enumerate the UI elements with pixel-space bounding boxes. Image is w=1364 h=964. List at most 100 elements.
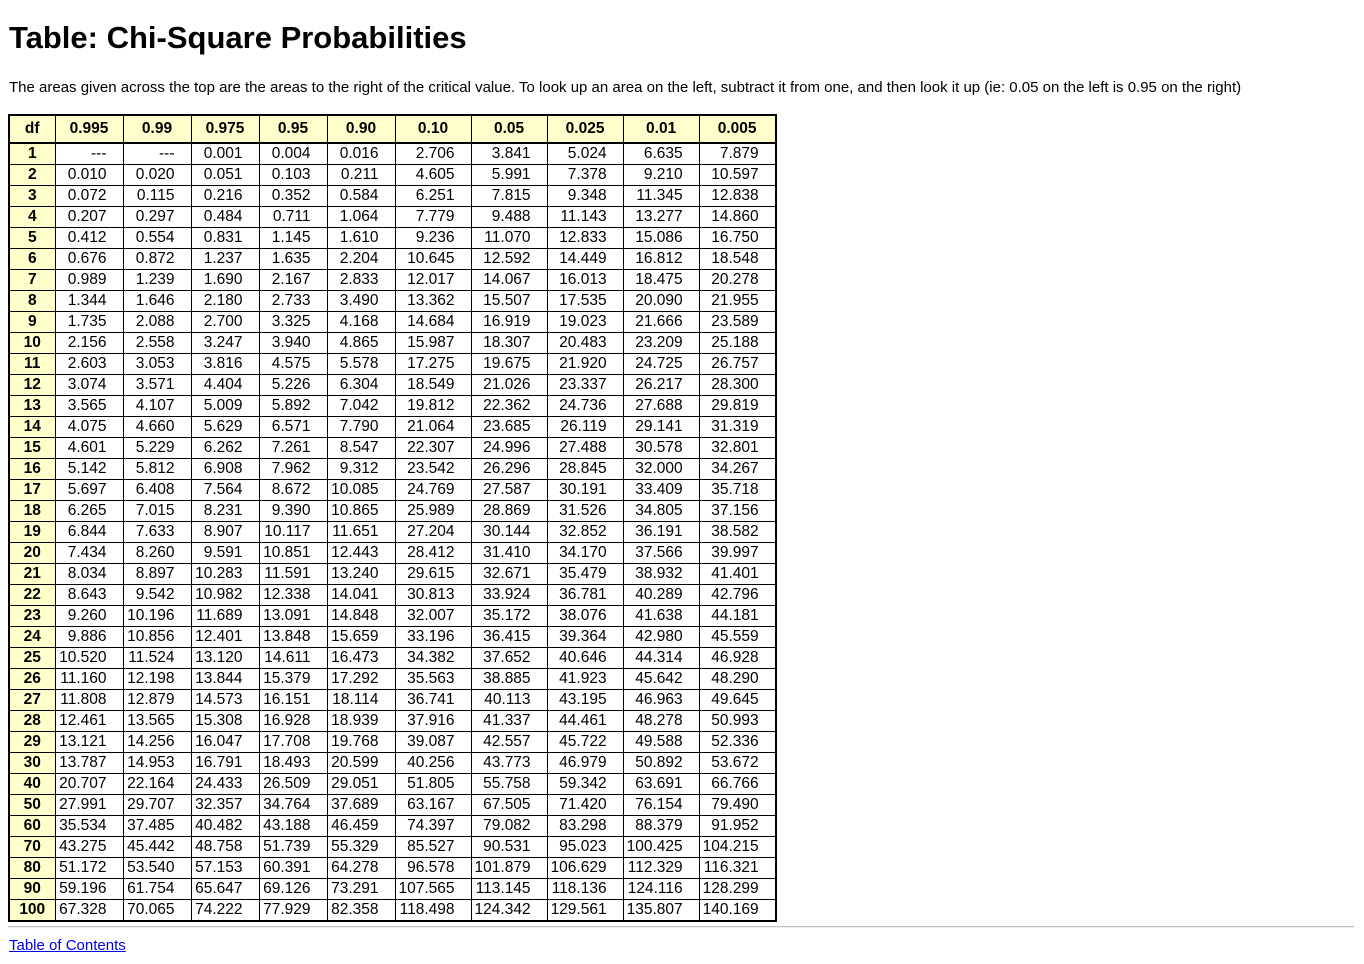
table-row: 19 6.844 7.633 8.907 10.117 11.651 27.204 30.14… (8, 521, 777, 543)
table-row: 15 4.601 5.229 6.262 7.261 8.547 22.307 24.996 2… (8, 437, 777, 459)
df-cell: 22 (8, 584, 56, 606)
df-cell: 18 (8, 500, 56, 522)
table-row: 23 9.260 10.196 11.689 13.091 14.848 32.007 35.… (8, 605, 777, 627)
table-row: 6 0.676 0.872 1.237 1.635 2.204 10.645 12.592 14… (8, 248, 777, 270)
df-cell: 15 (8, 437, 56, 459)
critical-value-cell: 26.509 (258, 773, 328, 795)
critical-value-cell: 1.064 (326, 206, 396, 228)
df-cell: 11 (8, 353, 56, 375)
critical-value-cell: 9.390 (258, 500, 328, 522)
critical-value-cell: 2.558 (122, 332, 192, 354)
table-row: 18 6.265 7.015 8.231 9.390 10.865 25.989 28.869… (8, 500, 777, 522)
critical-value-cell: 9.886 (54, 626, 124, 648)
critical-value-cell: 9.312 (326, 458, 396, 480)
critical-value-cell: 16.013 (546, 269, 624, 291)
critical-value-cell: 16.047 (190, 731, 260, 753)
critical-value-cell: 33.196 (394, 626, 472, 648)
critical-value-cell: 24.433 (190, 773, 260, 795)
critical-value-cell: 45.642 (622, 668, 700, 690)
critical-value-cell: 35.718 (698, 479, 777, 501)
divider (8, 926, 1354, 928)
column-header-area: 0.90 (326, 114, 396, 144)
critical-value-cell: 38.932 (622, 563, 700, 585)
critical-value-cell: 19.768 (326, 731, 396, 753)
critical-value-cell: 8.547 (326, 437, 396, 459)
critical-value-cell: 6.844 (54, 521, 124, 543)
df-cell: 3 (8, 185, 56, 207)
critical-value-cell: 7.378 (546, 164, 624, 186)
table-row: 12 3.074 3.571 4.404 5.226 6.304 18.549 21.026 2… (8, 374, 777, 396)
critical-value-cell: 67.328 (54, 899, 124, 922)
critical-value-cell: 26.757 (698, 353, 777, 375)
critical-value-cell: 32.801 (698, 437, 777, 459)
critical-value-cell: 51.805 (394, 773, 472, 795)
critical-value-cell: 12.401 (190, 626, 260, 648)
critical-value-cell: 0.989 (54, 269, 124, 291)
critical-value-cell: 39.364 (546, 626, 624, 648)
column-header-area: 0.995 (54, 114, 124, 144)
critical-value-cell: 10.597 (698, 164, 777, 186)
df-cell: 6 (8, 248, 56, 270)
df-cell: 80 (8, 857, 56, 879)
critical-value-cell: 37.566 (622, 542, 700, 564)
critical-value-cell: 27.587 (470, 479, 548, 501)
critical-value-cell: 3.490 (326, 290, 396, 312)
critical-value-cell: 0.711 (258, 206, 328, 228)
critical-value-cell: 9.542 (122, 584, 192, 606)
column-header-area: 0.975 (190, 114, 260, 144)
table-row: 100 67.328 70.065 74.222 77.929 82.358 118.498… (8, 899, 777, 922)
critical-value-cell: 69.126 (258, 878, 328, 900)
critical-value-cell: 5.009 (190, 395, 260, 417)
critical-value-cell: 11.651 (326, 521, 396, 543)
critical-value-cell: 76.154 (622, 794, 700, 816)
critical-value-cell: 2.156 (54, 332, 124, 354)
critical-value-cell: 13.848 (258, 626, 328, 648)
critical-value-cell: 48.278 (622, 710, 700, 732)
critical-value-cell: 2.603 (54, 353, 124, 375)
critical-value-cell: 0.554 (122, 227, 192, 249)
critical-value-cell: 16.791 (190, 752, 260, 774)
critical-value-cell: 31.526 (546, 500, 624, 522)
critical-value-cell: 13.091 (258, 605, 328, 627)
critical-value-cell: 46.928 (698, 647, 777, 669)
critical-value-cell: 14.041 (326, 584, 396, 606)
critical-value-cell: 8.260 (122, 542, 192, 564)
critical-value-cell: 45.442 (122, 836, 192, 858)
critical-value-cell: 26.119 (546, 416, 624, 438)
critical-value-cell: 4.605 (394, 164, 472, 186)
table-row: 70 43.275 45.442 48.758 51.739 55.329 85.527 90… (8, 836, 777, 858)
critical-value-cell: 11.143 (546, 206, 624, 228)
table-row: 26 11.160 12.198 13.844 15.379 17.292 35.563 38… (8, 668, 777, 690)
critical-value-cell: 31.319 (698, 416, 777, 438)
critical-value-cell: 88.379 (622, 815, 700, 837)
critical-value-cell: 28.412 (394, 542, 472, 564)
critical-value-cell: 83.298 (546, 815, 624, 837)
critical-value-cell: 15.379 (258, 668, 328, 690)
critical-value-cell: 38.885 (470, 668, 548, 690)
critical-value-cell: 1.690 (190, 269, 260, 291)
critical-value-cell: 14.684 (394, 311, 472, 333)
critical-value-cell: 140.169 (698, 899, 777, 922)
critical-value-cell: 33.924 (470, 584, 548, 606)
critical-value-cell: 42.557 (470, 731, 548, 753)
critical-value-cell: 18.307 (470, 332, 548, 354)
critical-value-cell: 18.939 (326, 710, 396, 732)
critical-value-cell: 7.042 (326, 395, 396, 417)
table-row: 8 1.344 1.646 2.180 2.733 3.490 13.362 15.507 17… (8, 290, 777, 312)
critical-value-cell: 20.090 (622, 290, 700, 312)
critical-value-cell: 27.991 (54, 794, 124, 816)
critical-value-cell: 106.629 (546, 857, 624, 879)
critical-value-cell: 13.362 (394, 290, 472, 312)
table-row: 40 20.707 22.164 24.433 26.509 29.051 51.805 55… (8, 773, 777, 795)
critical-value-cell: 20.599 (326, 752, 396, 774)
df-cell: 5 (8, 227, 56, 249)
critical-value-cell: 44.461 (546, 710, 624, 732)
df-cell: 10 (8, 332, 56, 354)
critical-value-cell: 12.443 (326, 542, 396, 564)
critical-value-cell: 6.408 (122, 479, 192, 501)
column-header-area: 0.05 (470, 114, 548, 144)
critical-value-cell: 60.391 (258, 857, 328, 879)
table-row: 29 13.121 14.256 16.047 17.708 19.768 39.087 42… (8, 731, 777, 753)
table-of-contents-link[interactable]: Table of Contents (9, 937, 126, 954)
critical-value-cell: 35.563 (394, 668, 472, 690)
